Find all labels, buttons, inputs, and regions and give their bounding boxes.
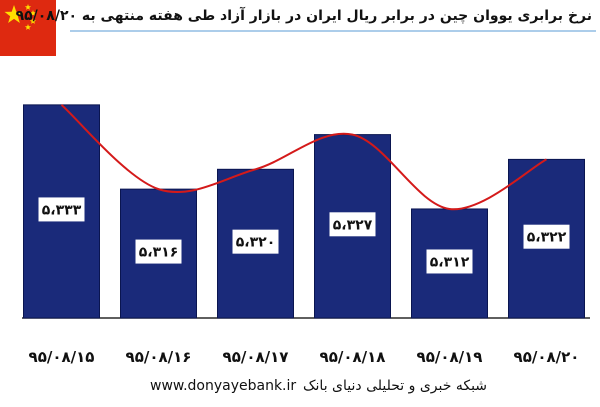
data-label: ۵،۳۱۶ <box>139 245 179 261</box>
data-label: ۵،۳۱۲ <box>430 254 470 270</box>
x-tick-label: ۹۵/۰۸/۱۶ <box>126 348 192 366</box>
bars-layer <box>23 104 585 319</box>
website-url: www.donyayebank.ir <box>150 378 297 394</box>
data-label: ۵،۳۲۲ <box>527 230 567 246</box>
data-label-box <box>38 197 85 222</box>
x-tick-label: ۹۵/۰۸/۲۰ <box>514 348 580 366</box>
data-labels-layer: ۵،۳۳۳ ۵،۳۱۶ ۵،۳۲۰ ۵،۳۲۷ ۵،۳۱۲ ۵،۳۲۲ <box>38 197 570 274</box>
data-label: ۵،۳۲۰ <box>236 235 276 251</box>
x-tick-label: ۹۵/۰۸/۱۸ <box>320 348 386 366</box>
data-label-box <box>135 239 182 264</box>
data-label: ۵،۳۳۳ <box>42 202 82 218</box>
chart-title: نرخ برابری یووان چین در برابر ریال ایران… <box>15 8 592 24</box>
tick-labels-layer: ۹۵/۰۸/۱۵ ۹۵/۰۸/۱۶ ۹۵/۰۸/۱۷ ۹۵/۰۸/۱۸ ۹۵/۰۸/۱۹… <box>29 348 580 366</box>
x-tick-label: ۹۵/۰۸/۱۵ <box>29 348 95 366</box>
brand-name: شبکه خبری و تحلیلی دنیای بانک <box>303 378 488 394</box>
data-label-box <box>523 224 570 249</box>
trend-line <box>60 104 547 210</box>
china-flag-icon <box>0 0 56 56</box>
x-tick-label: ۹۵/۰۸/۱۷ <box>223 348 289 366</box>
x-tick-label: ۹۵/۰۸/۱۹ <box>417 348 483 366</box>
data-label-box <box>329 212 376 237</box>
data-label-box <box>426 249 473 274</box>
data-label: ۵،۳۲۷ <box>333 217 373 233</box>
data-label-box <box>232 229 279 254</box>
